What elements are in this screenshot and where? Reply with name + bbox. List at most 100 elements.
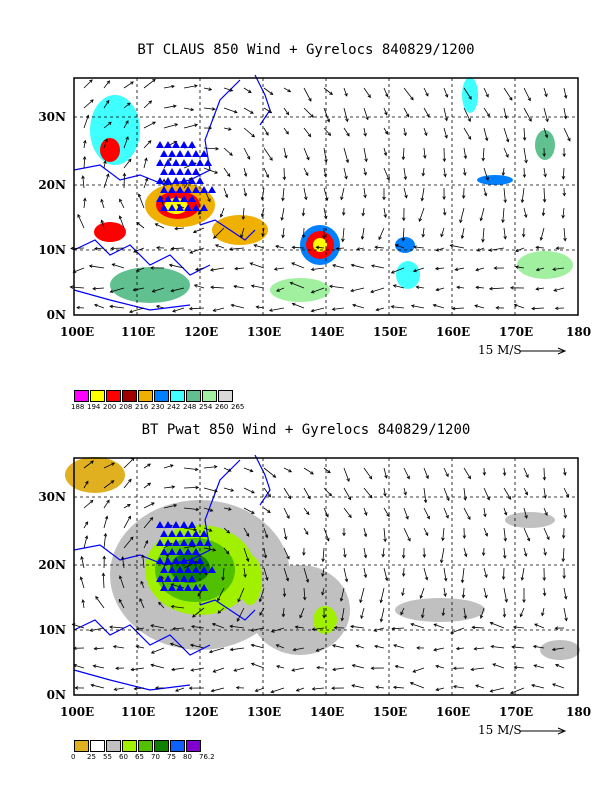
- wind-vector-head: [503, 235, 507, 240]
- wind-vector-head: [83, 197, 87, 202]
- wind-vector-head: [415, 285, 420, 290]
- panel2-ytick-20n: 20N: [38, 558, 66, 572]
- wind-vector: [190, 644, 205, 649]
- wind-vector-head: [365, 116, 369, 121]
- wind-vector-head: [221, 577, 225, 581]
- wind-vector: [136, 222, 145, 229]
- wind-vector: [363, 187, 366, 198]
- wind-vector-head: [83, 139, 87, 144]
- wind-vector-head: [520, 577, 525, 581]
- wind-vector-head: [554, 626, 559, 630]
- wind-vector: [283, 527, 287, 540]
- wind-vector-head: [373, 628, 378, 632]
- wind-vector-head: [535, 245, 539, 250]
- wind-vector: [383, 527, 386, 542]
- legend-label: 25: [87, 753, 96, 761]
- wind-vector: [562, 547, 565, 562]
- wind-vector-head: [229, 647, 234, 652]
- gyre-marker: [184, 530, 192, 537]
- wind-vector-head: [230, 488, 235, 492]
- wind-vector: [343, 507, 352, 518]
- wind-vector-head: [172, 104, 177, 109]
- wind-vector: [169, 264, 185, 269]
- wind-vector: [236, 607, 245, 622]
- wind-vector-head: [434, 266, 439, 271]
- wind-vector: [423, 567, 428, 580]
- wind-vector-head: [363, 533, 368, 538]
- wind-vector: [363, 527, 367, 537]
- wind-vector: [138, 194, 145, 209]
- gyre-marker: [164, 141, 172, 148]
- wind-vector-head: [100, 198, 104, 203]
- wind-vector: [91, 684, 105, 689]
- gyre-marker: [160, 168, 168, 175]
- wind-vector-head: [410, 96, 414, 101]
- wind-vector-head: [139, 598, 143, 602]
- wind-vector: [163, 123, 178, 129]
- wind-vector: [423, 87, 429, 97]
- gyre-marker: [172, 159, 180, 166]
- wind-vector: [462, 587, 465, 598]
- wind-vector: [203, 107, 215, 110]
- wind-vector: [83, 79, 93, 89]
- wind-vector: [70, 247, 85, 249]
- wind-vector-head: [311, 687, 316, 691]
- wind-vector-head: [350, 288, 354, 293]
- wind-vector-head: [419, 595, 423, 599]
- wind-vector: [340, 587, 345, 602]
- gyre-marker: [200, 530, 208, 537]
- wind-vector: [543, 507, 548, 516]
- wind-vector: [234, 267, 245, 270]
- wind-vector-head: [555, 663, 559, 668]
- wind-vector-head: [467, 516, 471, 521]
- wind-vector-head: [152, 78, 156, 83]
- wind-vector: [251, 285, 265, 289]
- wind-vector-head: [368, 494, 373, 499]
- wind-vector: [376, 686, 385, 689]
- wind-vector-head: [413, 245, 417, 249]
- wind-vector: [276, 665, 285, 669]
- wind-vector: [111, 247, 125, 249]
- wind-vector: [343, 567, 348, 582]
- wind-vector: [243, 547, 249, 562]
- wind-vector: [110, 305, 125, 309]
- wind-vector: [403, 187, 407, 198]
- wind-vector: [503, 507, 507, 516]
- wind-vector: [209, 647, 225, 653]
- wind-vector: [513, 626, 525, 629]
- wind-vector-head: [259, 612, 263, 616]
- wind-vector: [171, 287, 185, 292]
- wind-vector: [89, 265, 105, 269]
- wind-vector-head: [100, 219, 104, 224]
- wind-vector: [410, 682, 425, 689]
- wind-vector: [103, 121, 112, 129]
- gyre-marker: [160, 150, 168, 157]
- wind-vector-head: [416, 646, 420, 650]
- wind-vector-head: [269, 157, 273, 161]
- wind-vector: [283, 147, 287, 159]
- legend-swatch: [154, 740, 169, 752]
- wind-vector-head: [225, 550, 230, 555]
- wind-vector-head: [522, 599, 526, 604]
- wind-vector-head: [109, 625, 113, 629]
- wind-vector-head: [250, 110, 254, 114]
- wind-vector-head: [463, 155, 468, 160]
- wind-vector: [123, 158, 132, 169]
- wind-vector-head: [404, 194, 408, 199]
- wind-vector: [122, 556, 125, 569]
- panel2-ytick-30n: 30N: [38, 490, 66, 504]
- wind-vector: [263, 147, 273, 161]
- wind-vector-head: [454, 267, 459, 272]
- wind-vector: [303, 147, 310, 160]
- wind-vector: [475, 267, 485, 271]
- panel1-scale-arrow: [520, 347, 567, 355]
- gyre-marker: [188, 575, 196, 582]
- wind-vector: [350, 625, 365, 629]
- wind-vector-head: [229, 624, 234, 629]
- wind-vector-head: [150, 663, 155, 668]
- wind-vector-head: [194, 467, 199, 472]
- wind-vector-head: [531, 306, 535, 311]
- wind-vector-head: [350, 624, 354, 629]
- gyre-marker: [196, 557, 204, 564]
- wind-vector-head: [370, 289, 374, 294]
